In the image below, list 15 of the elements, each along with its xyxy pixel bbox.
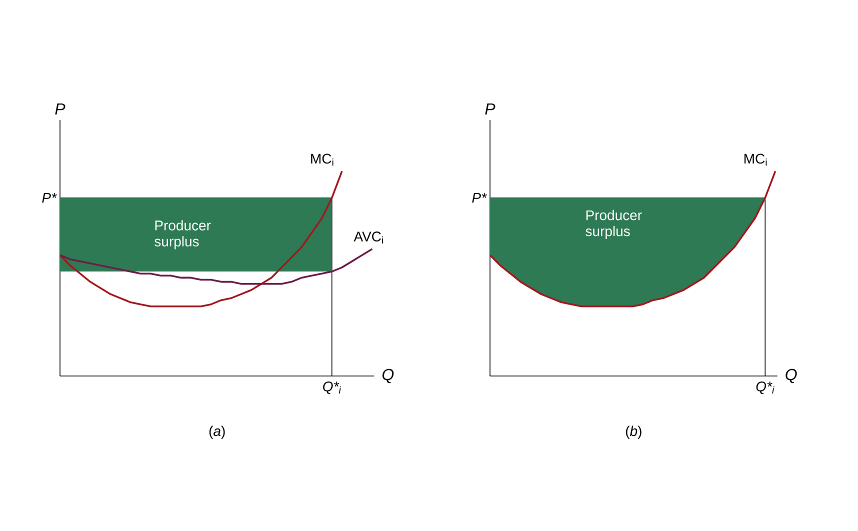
text: Q*$_{i}$ [756, 382, 774, 394]
x-axis-title: Q [382, 368, 394, 384]
series-label: AVC$_{i}$ [354, 232, 383, 244]
y-axis-title: P [55, 103, 66, 114]
ref-line-label: P* [472, 193, 487, 203]
ref-line-label: P* [42, 193, 57, 203]
text: (b) [626, 426, 642, 439]
annotation: Producer surplus [586, 210, 642, 239]
y-axis-title: P [485, 103, 496, 114]
text: (a) [209, 426, 225, 439]
text: Q*$_{i}$ [323, 382, 342, 394]
series-label: MC$_{i}$ [744, 154, 767, 166]
band-label: Producer surplus [154, 220, 211, 250]
series-label: MC$_{i}$ [311, 154, 334, 166]
x-axis-title: Q [786, 368, 797, 384]
